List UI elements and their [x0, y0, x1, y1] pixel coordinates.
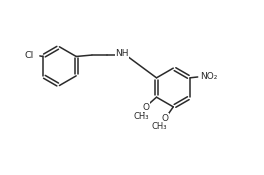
- Text: NH: NH: [115, 49, 129, 58]
- Text: CH₃: CH₃: [152, 122, 167, 131]
- Text: O: O: [162, 114, 169, 123]
- Text: NO₂: NO₂: [201, 72, 218, 82]
- Text: Cl: Cl: [24, 51, 34, 60]
- Text: O: O: [142, 103, 149, 112]
- Text: CH₃: CH₃: [134, 112, 149, 121]
